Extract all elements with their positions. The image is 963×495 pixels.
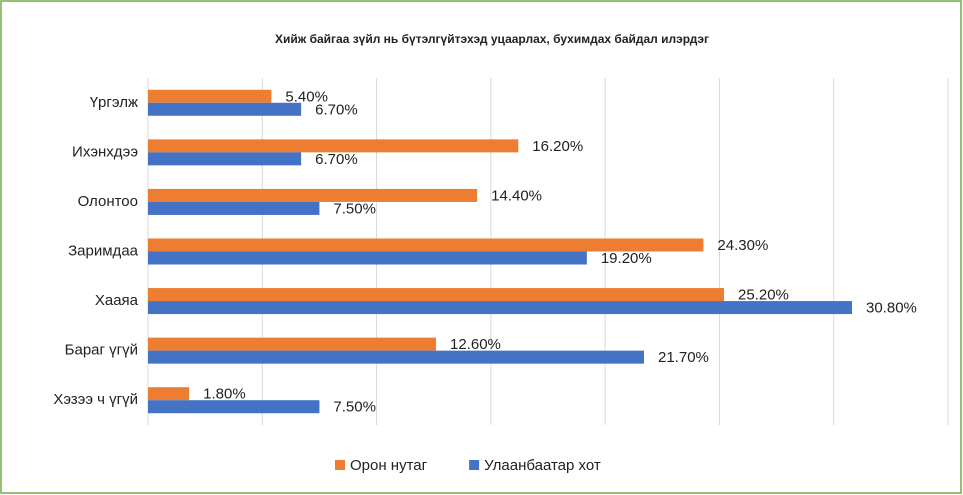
data-label: 24.30% <box>717 237 768 254</box>
data-label: 19.20% <box>601 250 652 267</box>
data-label: 25.20% <box>738 287 789 304</box>
bar <box>148 238 704 252</box>
data-label: 30.80% <box>866 300 917 317</box>
bar <box>148 188 478 202</box>
data-label: 12.60% <box>450 336 501 353</box>
legend-swatch <box>335 460 345 470</box>
bar <box>148 152 302 166</box>
bar <box>148 251 587 265</box>
legend-label: Улаанбаатар хот <box>484 457 601 474</box>
y-tick-label: Хааяа <box>95 292 139 309</box>
bar <box>148 139 519 153</box>
y-tick-label: Үргэлж <box>90 94 138 111</box>
data-label: 7.50% <box>333 200 376 217</box>
data-label: 6.70% <box>315 101 358 118</box>
data-label: 7.50% <box>333 399 376 416</box>
data-label: 1.80% <box>203 386 246 403</box>
bar <box>148 102 302 116</box>
y-tick-label: Бараг үгүй <box>65 342 138 359</box>
bar <box>148 301 852 315</box>
chart-title: Хийж байгаа зүйл нь бүтэлгүйтэхэд уцаарл… <box>275 32 709 46</box>
bar <box>148 337 436 351</box>
bar <box>148 387 190 401</box>
y-tick-label: Ихэнхдээ <box>72 143 138 160</box>
bar <box>148 400 320 414</box>
data-label: 16.20% <box>532 138 583 155</box>
legend-label: Орон нутаг <box>350 457 428 474</box>
bar <box>148 288 724 302</box>
bar <box>148 89 272 103</box>
y-tick-label: Хэзээ ч үгүй <box>53 391 138 408</box>
y-tick-label: Олонтоо <box>78 193 138 210</box>
bar <box>148 201 320 215</box>
data-label: 21.70% <box>658 349 709 366</box>
legend-swatch <box>469 460 480 470</box>
bar <box>148 350 644 364</box>
data-label: 5.40% <box>285 88 328 105</box>
y-tick-label: Заримдаа <box>68 242 139 259</box>
data-label: 14.40% <box>491 187 542 204</box>
data-label: 6.70% <box>315 151 358 168</box>
